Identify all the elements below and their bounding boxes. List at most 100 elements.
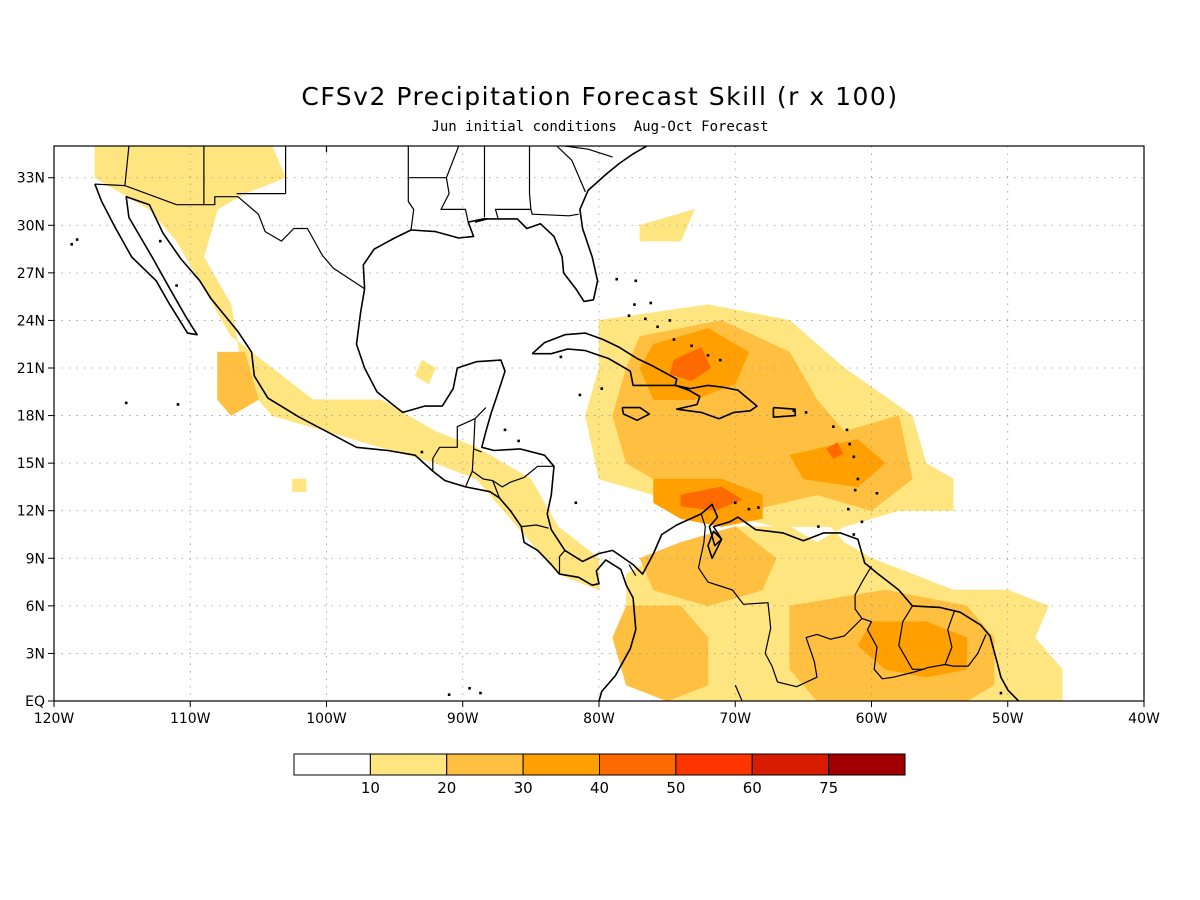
- lon-tick-label: 120W: [34, 711, 75, 727]
- island-outline: [176, 403, 180, 406]
- colorbar-swatch: [751, 753, 830, 776]
- island-outline: [644, 317, 647, 321]
- colorbar-label: 60: [743, 779, 762, 797]
- skill-region-level-1: [292, 478, 307, 492]
- colorbar-swatch: [599, 753, 677, 776]
- political-border: [558, 550, 566, 575]
- island-outline: [856, 477, 860, 481]
- political-border: [407, 177, 415, 231]
- lat-tick-label: 30N: [17, 218, 45, 234]
- island-outline: [468, 687, 471, 690]
- coastline: [94, 183, 637, 701]
- coastline: [474, 218, 488, 223]
- colorbar-label: 40: [590, 779, 609, 797]
- map-axes: 120W 110W 100W 90W 80W 70W 60W 50W 40W EQ 3N 6N 9N 12…: [17, 171, 1160, 727]
- lat-tick-label: 18N: [17, 409, 45, 425]
- political-border: [494, 146, 532, 220]
- political-border: [124, 146, 130, 186]
- colorbar-label: 50: [666, 779, 685, 797]
- lat-tick-label: 3N: [26, 646, 45, 662]
- island-outline: [668, 319, 672, 322]
- colorbar-label: 75: [819, 779, 838, 797]
- skill-region-level-1: [94, 146, 600, 591]
- island-outline: [600, 387, 604, 390]
- island-outline: [447, 693, 451, 696]
- political-border: [530, 209, 579, 217]
- skill-region-level-1: [414, 359, 436, 385]
- lat-lon-grid: [54, 146, 1144, 701]
- island-outline: [845, 428, 849, 432]
- lat-tick-label: 6N: [26, 599, 45, 615]
- lat-tick-label: 9N: [26, 551, 45, 567]
- political-border: [492, 465, 554, 488]
- island-outline: [672, 338, 676, 341]
- political-border: [94, 183, 365, 290]
- skill-region-level-4: [826, 442, 844, 459]
- colorbar-swatch: [369, 753, 448, 776]
- political-border: [898, 605, 924, 670]
- political-border: [854, 565, 924, 680]
- colorbar-label: 30: [514, 779, 533, 797]
- lon-tick-label: 60W: [856, 711, 888, 727]
- colorbar-label: 20: [437, 779, 456, 797]
- island-outline: [70, 243, 74, 246]
- lat-tick-label: 27N: [17, 266, 45, 282]
- skill-contour-fills: [94, 146, 1063, 701]
- lat-tick-label: 12N: [17, 504, 45, 520]
- island-outline: [517, 439, 520, 443]
- island-outline: [649, 301, 653, 305]
- coastline: [675, 384, 758, 420]
- political-border: [471, 470, 501, 499]
- coastline: [772, 406, 797, 419]
- lat-tick-label: 24N: [17, 313, 45, 329]
- island-outline: [634, 279, 638, 283]
- political-border: [944, 634, 987, 667]
- island-outline: [747, 507, 751, 511]
- island-outline: [706, 354, 710, 357]
- lon-tick-label: 90W: [447, 711, 479, 727]
- island-outline: [175, 284, 178, 287]
- island-outline: [852, 533, 856, 536]
- island-outline: [848, 442, 851, 446]
- map-subtitle: Jun initial conditions Aug-Oct Forecast: [431, 119, 769, 135]
- political-border: [777, 618, 863, 688]
- lon-tick-label: 80W: [583, 711, 615, 727]
- lat-tick-label: EQ: [25, 694, 45, 710]
- island-outline: [792, 409, 796, 413]
- island-outline: [627, 314, 631, 317]
- colorbar-swatch: [675, 753, 753, 776]
- skill-region-level-3: [857, 621, 968, 678]
- island-outline: [804, 411, 808, 414]
- island-outline: [860, 520, 864, 524]
- island-outline: [420, 450, 424, 454]
- map-title: CFSv2 Precipitation Forecast Skill (r x …: [301, 82, 899, 111]
- political-border: [628, 564, 637, 577]
- coastline: [707, 530, 723, 560]
- lat-tick-label: 21N: [17, 361, 45, 377]
- skill-region-level-4: [680, 486, 743, 511]
- lat-tick-label: 33N: [17, 171, 45, 187]
- island-outline: [75, 238, 79, 241]
- colorbar-swatch: [828, 753, 906, 776]
- island-outline: [615, 277, 619, 281]
- lon-tick-label: 50W: [992, 711, 1024, 727]
- island-outline: [574, 501, 578, 505]
- island-outline: [158, 239, 162, 243]
- island-outline: [503, 428, 507, 432]
- island-outline: [853, 488, 857, 492]
- island-outline: [690, 344, 693, 348]
- island-outline: [993, 703, 996, 706]
- lat-tick-label: 15N: [17, 456, 45, 472]
- island-outline: [656, 325, 659, 329]
- colorbar-swatch: [293, 753, 371, 776]
- island-outline: [757, 506, 760, 509]
- coastline: [531, 332, 678, 387]
- colorbar-label: 10: [361, 779, 380, 797]
- island-outline: [817, 525, 820, 528]
- political-border: [440, 177, 469, 223]
- island-outline: [578, 393, 582, 397]
- political-border: [697, 513, 779, 683]
- island-outline: [999, 691, 1003, 695]
- island-outline: [852, 455, 856, 459]
